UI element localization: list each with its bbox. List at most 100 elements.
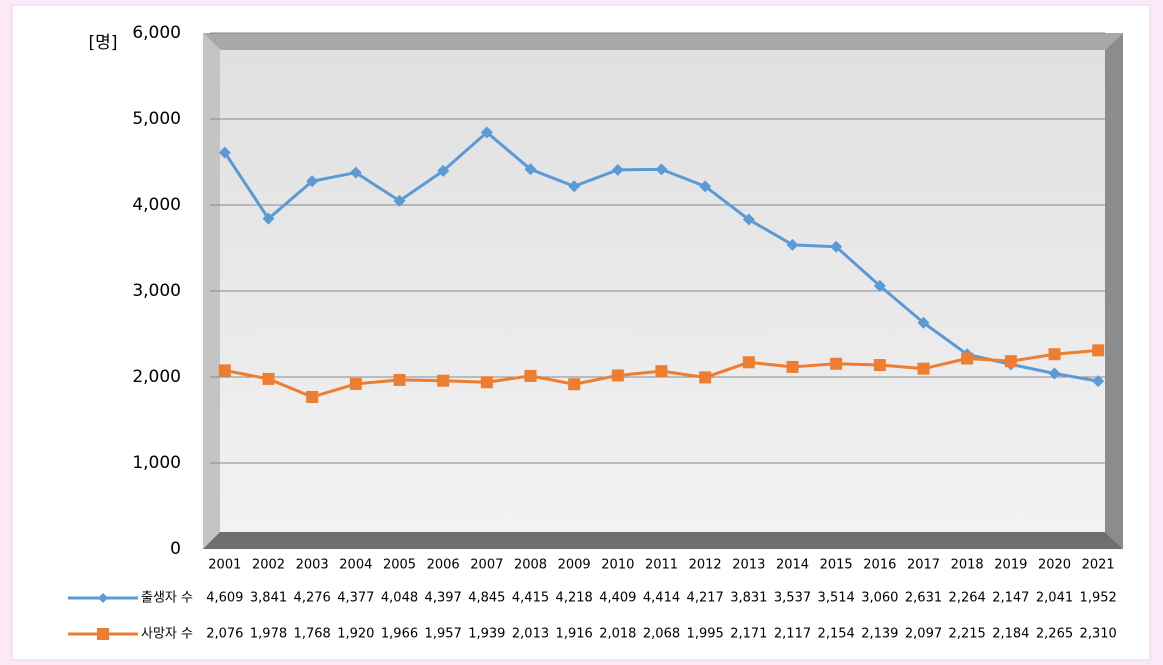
data-table-value: 4,609 — [206, 591, 243, 606]
marker — [830, 357, 843, 370]
marker — [1092, 344, 1105, 357]
data-table-value: 2,154 — [818, 627, 855, 642]
data-table-value: 4,415 — [512, 591, 549, 606]
data-table-value: 2,265 — [1036, 627, 1073, 642]
data-table-value: 2,215 — [949, 627, 986, 642]
y-tick-label: 2,000 — [132, 367, 181, 387]
marker — [873, 279, 886, 292]
data-table-value: 1,939 — [468, 627, 505, 642]
legend-marker — [97, 628, 109, 640]
frame-top — [203, 33, 1123, 50]
x-tick-label: 2015 — [820, 558, 853, 573]
data-table-value: 2,264 — [949, 591, 986, 606]
marker — [1092, 375, 1105, 388]
marker — [917, 316, 930, 329]
data-table-value: 2,117 — [774, 627, 811, 642]
data-table-value: 4,414 — [643, 591, 680, 606]
data-table-value: 4,218 — [556, 591, 593, 606]
marker — [349, 377, 362, 390]
data-table-value: 2,184 — [992, 627, 1029, 642]
data-table-value: 1,768 — [294, 627, 331, 642]
data-table-value: 3,537 — [774, 591, 811, 606]
data-table-value: 4,377 — [337, 591, 374, 606]
marker — [218, 364, 231, 377]
x-tick-label: 2006 — [427, 558, 460, 573]
x-tick-label: 2012 — [689, 558, 722, 573]
y-axis-label: [명] — [89, 33, 118, 53]
marker — [786, 238, 799, 251]
data-table-value: 4,217 — [687, 591, 724, 606]
x-tick-label: 2017 — [907, 558, 940, 573]
marker — [568, 378, 581, 391]
data-table-value: 2,041 — [1036, 591, 1073, 606]
x-tick-label: 2021 — [1082, 558, 1115, 573]
marker — [742, 356, 755, 369]
legend-label: 사망자 수 — [141, 627, 193, 642]
x-tick-label: 2020 — [1038, 558, 1071, 573]
data-table-value: 4,845 — [468, 591, 505, 606]
data-table-value: 1,916 — [556, 627, 593, 642]
x-tick-label: 2008 — [514, 558, 547, 573]
marker — [262, 212, 275, 225]
legend-label: 출생자 수 — [141, 591, 193, 606]
y-tick-label: 6,000 — [132, 23, 181, 43]
data-table-value: 3,831 — [730, 591, 767, 606]
data-table-value: 4,409 — [599, 591, 636, 606]
data-table-value: 1,952 — [1080, 591, 1117, 606]
data-table-value: 4,048 — [381, 591, 418, 606]
marker — [306, 390, 319, 403]
marker — [1004, 355, 1017, 368]
x-tick-label: 2018 — [951, 558, 984, 573]
x-tick-label: 2013 — [732, 558, 765, 573]
y-tick-label: 3,000 — [132, 281, 181, 301]
data-table-value: 1,966 — [381, 627, 418, 642]
marker — [961, 352, 974, 365]
data-table-value: 2,068 — [643, 627, 680, 642]
data-table-value: 3,841 — [250, 591, 287, 606]
marker — [262, 372, 275, 385]
x-tick-label: 2002 — [252, 558, 285, 573]
data-table-value: 4,397 — [425, 591, 462, 606]
data-table-value: 4,276 — [294, 591, 331, 606]
x-tick-label: 2001 — [208, 558, 241, 573]
y-tick-label: 0 — [170, 539, 181, 559]
x-tick-label: 2009 — [558, 558, 591, 573]
x-tick-label: 2010 — [601, 558, 634, 573]
marker — [568, 180, 581, 193]
x-tick-label: 2003 — [296, 558, 329, 573]
legend-marker — [98, 593, 108, 603]
y-tick-label: 5,000 — [132, 109, 181, 129]
data-table-value: 1,957 — [425, 627, 462, 642]
y-tick-label: 4,000 — [132, 195, 181, 215]
data-table-value: 2,147 — [992, 591, 1029, 606]
frame-right — [1105, 33, 1123, 549]
data-table-value: 1,920 — [337, 627, 374, 642]
marker — [524, 163, 537, 176]
marker — [655, 365, 668, 378]
marker — [480, 376, 493, 389]
marker — [437, 164, 450, 177]
x-tick-label: 2005 — [383, 558, 416, 573]
data-table-value: 2,139 — [861, 627, 898, 642]
x-tick-label: 2011 — [645, 558, 678, 573]
marker — [393, 373, 406, 386]
data-table-value: 2,310 — [1080, 627, 1117, 642]
marker — [699, 371, 712, 384]
x-tick-label: 2019 — [994, 558, 1027, 573]
data-table-value: 1,995 — [687, 627, 724, 642]
data-table-value: 2,076 — [206, 627, 243, 642]
data-table-value: 2,013 — [512, 627, 549, 642]
marker — [480, 126, 493, 139]
data-table-value: 2,097 — [905, 627, 942, 642]
marker — [1048, 367, 1061, 380]
marker — [393, 194, 406, 207]
data-table-value: 3,514 — [818, 591, 855, 606]
x-tick-label: 2004 — [339, 558, 372, 573]
x-tick-label: 2014 — [776, 558, 809, 573]
y-tick-label: 1,000 — [132, 453, 181, 473]
data-table-value: 2,018 — [599, 627, 636, 642]
marker — [349, 166, 362, 179]
marker — [218, 146, 231, 159]
x-tick-label: 2007 — [470, 558, 503, 573]
